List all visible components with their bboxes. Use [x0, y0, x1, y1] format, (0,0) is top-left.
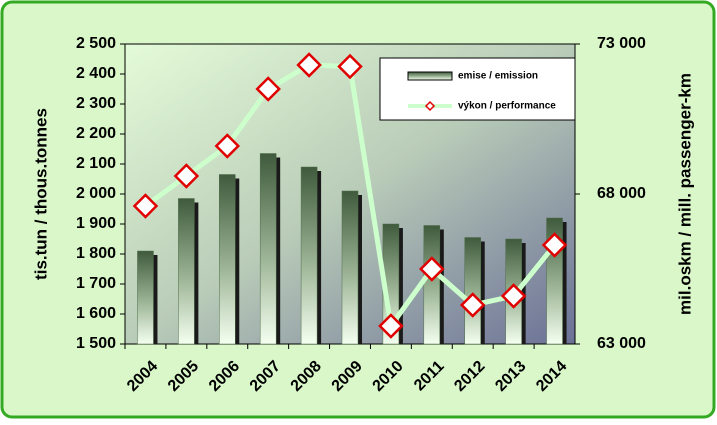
legend-label: emise / emission — [458, 71, 538, 82]
y-tick-label: 1 900 — [76, 215, 116, 232]
y-axis-label: tis.tun / thous.tonnes — [31, 108, 50, 280]
y-tick-label: 1 700 — [76, 275, 116, 292]
marker — [419, 256, 445, 282]
marker — [173, 163, 200, 189]
y-tick-label: 2 000 — [76, 185, 116, 202]
y2-tick-label: 63 000 — [597, 335, 646, 352]
y-tick-label: 2 100 — [76, 155, 116, 172]
marker — [296, 52, 322, 78]
y2-tick-label: 73 000 — [597, 35, 646, 52]
marker — [132, 193, 159, 219]
marker — [255, 76, 281, 102]
y-tick-label: 1 800 — [76, 245, 116, 262]
bar — [300, 166, 318, 345]
y-tick-label: 1 500 — [76, 335, 116, 352]
y-tick-label: 2 400 — [76, 65, 116, 82]
bar — [259, 153, 277, 345]
legend — [379, 57, 576, 121]
y-tick-label: 2 200 — [76, 125, 116, 142]
bar — [137, 250, 154, 345]
legend-label: výkon / performance — [458, 101, 556, 112]
y-tick-label: 2 300 — [76, 95, 116, 112]
bar — [423, 225, 441, 345]
y2-tick-label: 68 000 — [597, 185, 646, 202]
legend-swatch — [407, 71, 453, 81]
bar — [341, 190, 359, 345]
legend-marker — [424, 100, 436, 112]
marker — [500, 283, 527, 309]
bar — [464, 237, 481, 345]
marker — [214, 133, 241, 159]
marker — [378, 313, 404, 339]
marker — [459, 292, 486, 318]
marker — [337, 53, 363, 80]
bar — [178, 198, 195, 345]
y-tick-label: 1 600 — [76, 305, 116, 322]
y2-axis-label: mil.oskm / mill. passenger-km — [675, 73, 694, 315]
bar — [219, 174, 236, 345]
y-tick-label: 2 500 — [76, 35, 116, 52]
marker — [541, 232, 568, 258]
